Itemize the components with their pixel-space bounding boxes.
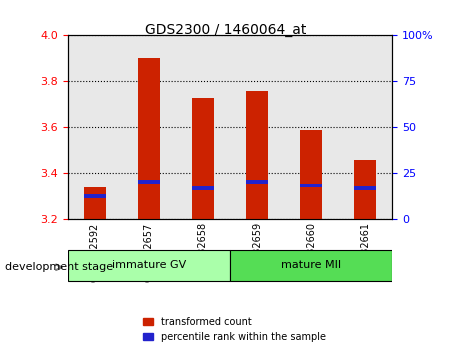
Text: immature GV: immature GV — [112, 261, 186, 270]
FancyBboxPatch shape — [230, 250, 392, 281]
Bar — [300, 130, 322, 219]
Text: development stage: development stage — [5, 262, 113, 272]
Text: GDS2300 / 1460064_at: GDS2300 / 1460064_at — [145, 23, 306, 37]
Bar — [84, 194, 106, 198]
Bar — [354, 160, 376, 219]
Bar — [246, 181, 268, 184]
Bar — [354, 186, 376, 190]
Bar — [138, 58, 160, 219]
Bar — [192, 186, 214, 190]
Bar — [84, 187, 106, 219]
Bar — [300, 184, 322, 187]
Legend: transformed count, percentile rank within the sample: transformed count, percentile rank withi… — [139, 313, 330, 346]
Text: mature MII: mature MII — [281, 261, 341, 270]
Bar — [138, 181, 160, 184]
Bar — [192, 98, 214, 219]
Bar — [246, 91, 268, 219]
FancyBboxPatch shape — [68, 250, 230, 281]
